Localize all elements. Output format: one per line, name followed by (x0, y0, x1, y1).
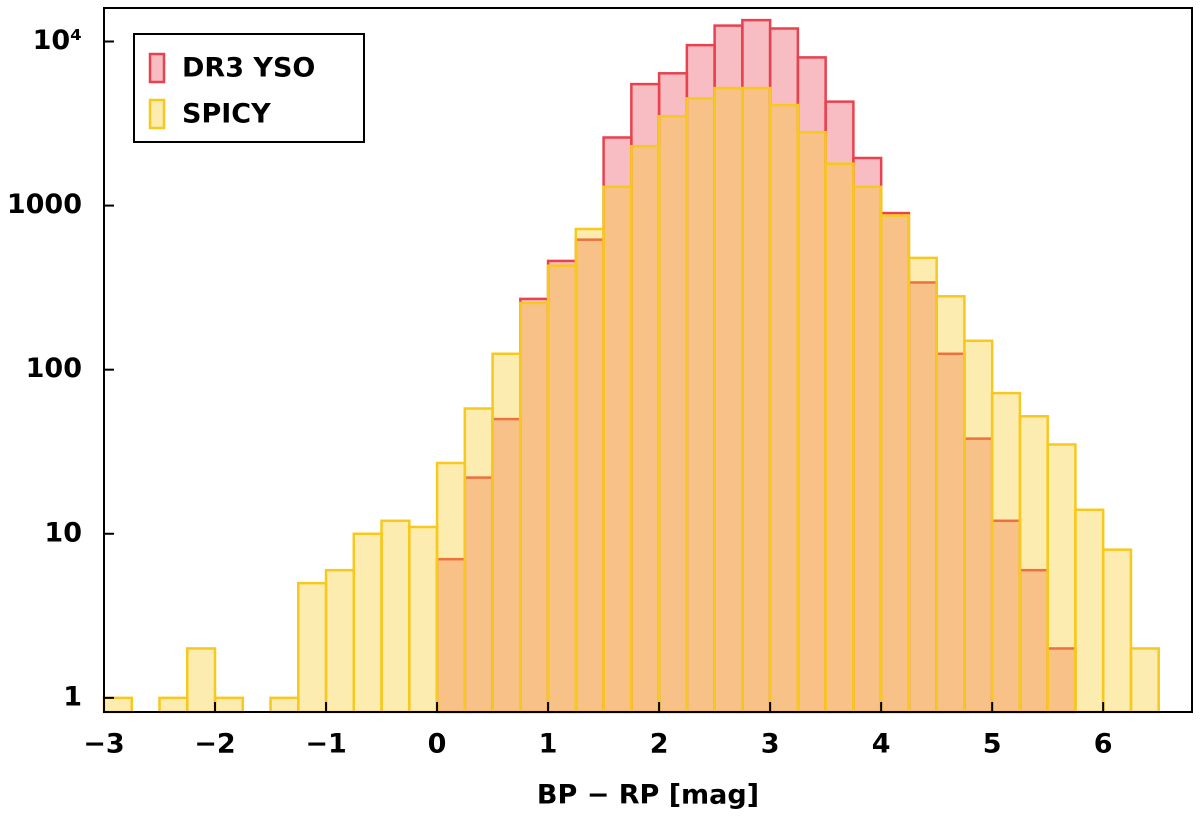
histogram-bar (1046, 647, 1077, 714)
legend-label: DR3 YSO (182, 53, 315, 84)
x-tick-label: 3 (761, 729, 780, 760)
histogram-bar (935, 352, 966, 714)
histogram-bar (102, 696, 134, 714)
histogram-bar (491, 352, 522, 714)
histogram-bar (324, 568, 356, 714)
plot-frame (103, 7, 1193, 713)
x-tick-label: −1 (305, 729, 346, 760)
histogram-bar (963, 339, 994, 714)
histogram-bar (796, 130, 827, 714)
histogram-bar (713, 86, 744, 714)
histogram-bar (463, 407, 494, 714)
x-axis-label: BP − RP [mag] (537, 780, 759, 811)
histogram-bar (630, 144, 661, 714)
histogram-bar (1074, 508, 1105, 714)
histogram-bar (602, 185, 633, 714)
y-tick-label: 1000 (7, 189, 82, 220)
histogram-bar (574, 227, 605, 714)
histogram-bar (907, 256, 938, 714)
histogram-bar (546, 264, 578, 714)
histogram-bar (269, 696, 300, 714)
histogram-bar (158, 696, 189, 714)
histogram-bar (963, 437, 994, 714)
histogram-bar (408, 525, 439, 714)
histogram-bar (519, 301, 550, 714)
y-tick-label: 1 (63, 681, 82, 712)
y-tick-label: 10⁴ (33, 25, 82, 56)
histogram-bar (186, 647, 217, 714)
legend-swatch (148, 98, 166, 130)
x-tick-label: −3 (83, 729, 124, 760)
histogram-bar (1101, 548, 1133, 714)
x-tick-label: 5 (983, 729, 1002, 760)
histogram-bar (741, 18, 772, 714)
histogram-bar (796, 56, 827, 714)
x-tick-label: 6 (1094, 729, 1113, 760)
y-tick-label: 100 (26, 353, 82, 384)
histogram-bar (380, 519, 411, 714)
x-tick-label: 0 (428, 729, 447, 760)
histogram-bar (768, 103, 800, 714)
x-tick-label: 1 (539, 729, 558, 760)
histogram-bar (657, 115, 689, 714)
histogram-bar (741, 86, 772, 714)
legend-label: SPICY (182, 99, 271, 130)
legend-box (133, 33, 365, 143)
histogram-bar (990, 391, 1022, 714)
histogram-bar (435, 461, 467, 714)
x-tick-label: 4 (872, 729, 891, 760)
histogram-bar (1129, 647, 1160, 714)
histogram-bar (824, 162, 855, 714)
x-tick-label: 2 (650, 729, 669, 760)
legend-swatch (148, 52, 166, 84)
histogram-bar (935, 295, 966, 714)
y-tick-label: 10 (44, 517, 82, 548)
histogram-bar (1046, 443, 1077, 714)
histogram-bar (352, 532, 383, 714)
x-tick-label: −2 (194, 729, 235, 760)
histogram-bar (213, 696, 245, 714)
histogram-bar (1018, 415, 1049, 714)
histogram-bar (879, 214, 911, 714)
histogram-bar (297, 581, 328, 714)
histogram-bar (685, 97, 716, 714)
histogram-bar (852, 185, 883, 714)
